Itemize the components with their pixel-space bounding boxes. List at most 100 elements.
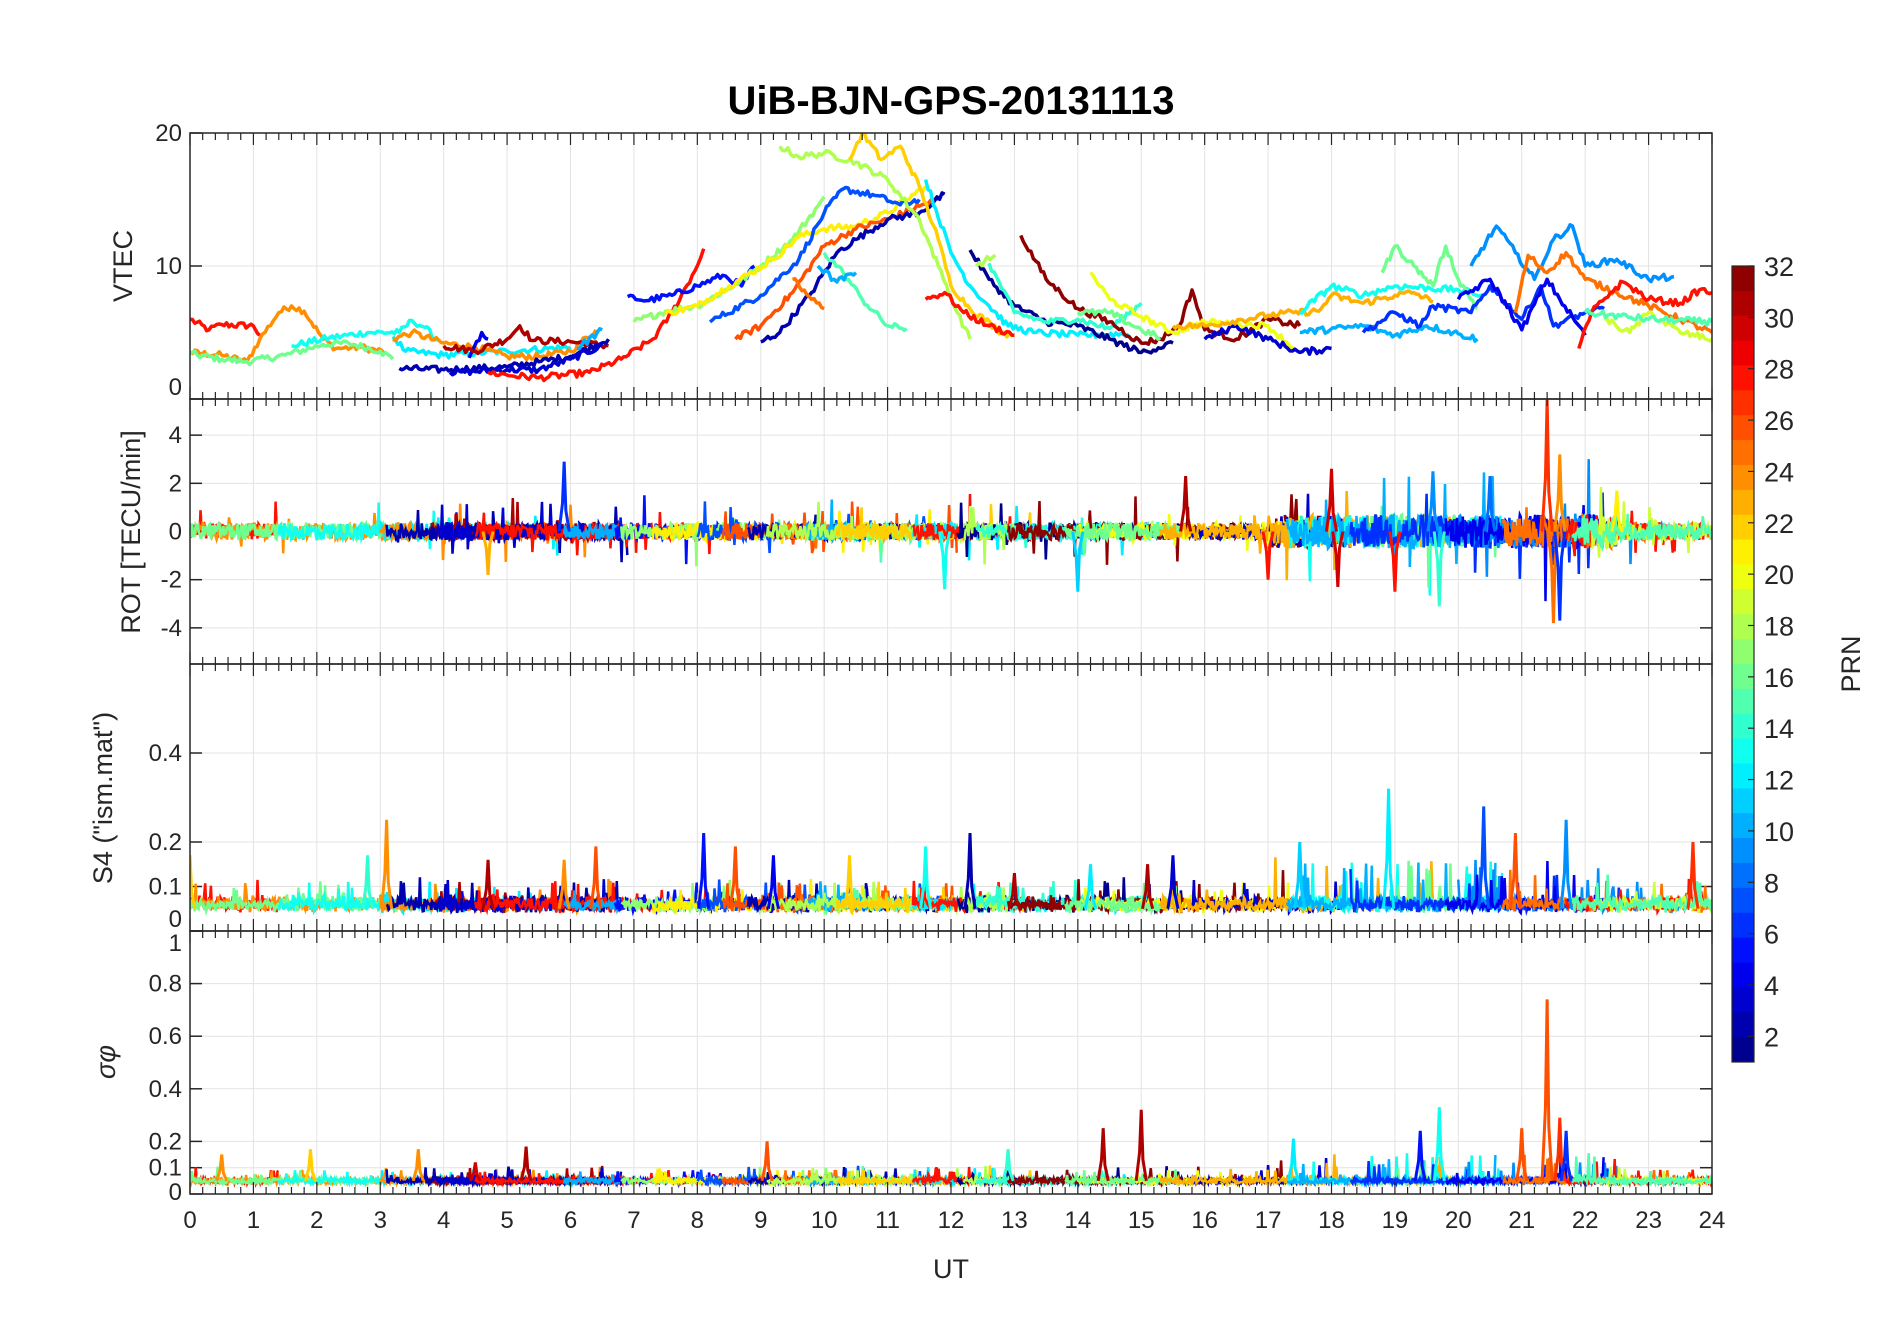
s4-spike-prn26: [728, 846, 742, 910]
rot-spike-prn13: [938, 531, 952, 590]
vtec-track-prn9: [1469, 223, 1675, 284]
vtec-track-prn10: [1299, 322, 1479, 343]
x-tick-label: 10: [811, 1207, 838, 1234]
sigma-spike-prn24: [411, 1149, 425, 1182]
vtec-track-prn28: [924, 290, 1015, 337]
sigma-spike-prn30: [468, 1162, 482, 1182]
rot-spike-prn23: [481, 531, 495, 575]
s4-spike-prn27: [1686, 841, 1700, 909]
colorbar-segment-prn32: [1732, 266, 1754, 292]
colorbar-segment-prn31: [1732, 290, 1754, 317]
sigma-trace-prn15: [1571, 1153, 1712, 1189]
x-tick-label: 2: [310, 1207, 323, 1234]
rot-spike-prn24: [1553, 454, 1567, 532]
vtec-track-prn18: [778, 145, 972, 340]
y-tick-label: 0: [169, 906, 182, 933]
rot-spike-prn30: [1331, 531, 1345, 587]
panel-s4: 0 0.1 0.2 0.4: [149, 663, 1713, 933]
s4-spike-prn2: [963, 833, 977, 909]
sigma-spike-prn5: [1413, 1130, 1427, 1182]
colorbar-tick-label: 12: [1764, 766, 1794, 796]
y-tick-label: 0: [169, 1179, 182, 1206]
x-tick-label: 16: [1191, 1207, 1218, 1234]
colorbar-segment-prn11: [1732, 788, 1754, 814]
colorbar-segment-prn5: [1732, 937, 1754, 963]
vtec-track-prn15: [822, 251, 908, 333]
y-tick-label: 20: [155, 120, 182, 147]
rot-spike-prn14: [1432, 531, 1446, 607]
s4-spike-prn22: [190, 855, 197, 910]
y-label-rot: ROT [TECU/min]: [116, 430, 146, 634]
panel-vtec: 0 10 20: [155, 120, 1713, 401]
y-label-sigma: σφ: [91, 1045, 121, 1079]
x-tick-label: 9: [754, 1207, 767, 1234]
colorbar-segment-prn9: [1732, 838, 1754, 864]
colorbar-tick-label: 2: [1764, 1022, 1779, 1052]
data-series: [190, 788, 1712, 917]
sigma-spike-prn31: [519, 1146, 533, 1182]
s4-spike-prn31: [1007, 873, 1021, 910]
colorbar-segment-prn20: [1732, 564, 1754, 590]
plot-area: 01020-4-202400.10.20.400.10.20.40.60.810…: [149, 120, 1726, 1234]
panel-sigma: 00.10.2 0.4 0.6 0.8 1: [149, 930, 1713, 1206]
colorbar-segment-prn6: [1732, 912, 1754, 939]
x-tick-label: 8: [691, 1207, 704, 1234]
colorbar-segment-prn12: [1732, 763, 1754, 789]
y-label-s4: S4 ("ism.mat"): [88, 712, 118, 884]
colorbar-segment-prn3: [1732, 987, 1754, 1013]
colorbar-segment-prn8: [1732, 863, 1754, 889]
y-tick-label: 4: [169, 422, 182, 449]
rot-spike-prn21: [1610, 490, 1624, 532]
vtec-track-prn15: [1583, 307, 1712, 327]
x-tick-label: 12: [938, 1207, 965, 1234]
rot-spike-prn9: [1426, 471, 1440, 532]
colorbar-segment-prn22: [1732, 514, 1754, 541]
y-tick-label: 0: [169, 374, 182, 401]
x-tick-label: 7: [627, 1207, 640, 1234]
vtec-track-prn22: [848, 133, 1015, 339]
x-axis-label: UT: [933, 1254, 969, 1284]
colorbar-segment-prn19: [1732, 589, 1754, 615]
colorbar-tick-label: 14: [1764, 714, 1794, 744]
vtec-track-prn16: [190, 338, 395, 367]
s4-spike-prn14: [361, 855, 375, 910]
colorbar-tick-label: 20: [1764, 560, 1794, 590]
y-tick-label: -2: [161, 567, 182, 594]
s4-spike-prn24: [557, 859, 571, 910]
vtec-track-prn13: [1299, 282, 1484, 315]
y-tick-label: 0.2: [149, 829, 182, 856]
sigma-spike-prn31: [1134, 1109, 1148, 1182]
vtec-track-prn10: [576, 327, 603, 351]
sigma-spike-prn13: [1432, 1107, 1446, 1182]
vtec-track-prn28: [1577, 279, 1712, 350]
colorbar-segment-prn14: [1732, 713, 1754, 740]
colorbar-tick-label: 28: [1764, 355, 1794, 385]
sigma-spike-prn26: [1540, 999, 1554, 1181]
vtec-track-prn21: [664, 185, 928, 317]
x-tick-label: 6: [564, 1207, 577, 1234]
vtec-track-prn28: [190, 317, 261, 337]
colorbar-segment-prn30: [1732, 315, 1754, 342]
vtec-track-prn12: [391, 335, 572, 360]
vtec-track-prn4: [1456, 277, 1587, 336]
colorbar-segment-prn13: [1732, 738, 1754, 764]
s4-spike-prn24: [380, 819, 394, 909]
vtec-track-prn18: [975, 253, 997, 268]
sigma-trace-prn10: [562, 1171, 623, 1189]
s4-spike-prn31: [481, 859, 495, 910]
x-tick-label: 19: [1382, 1207, 1409, 1234]
y-tick-label: 2: [169, 470, 182, 497]
s4-trace-prn16: [1064, 883, 1180, 916]
colorbar-tick-label: 26: [1764, 406, 1794, 436]
data-series: [190, 399, 1712, 624]
s4-spike-prn12: [1083, 864, 1098, 910]
rot-spike-prn28: [1388, 531, 1402, 592]
vtec-track-prn31: [442, 324, 609, 356]
s4-spike-prn5: [697, 833, 711, 909]
sigma-spike-prn26: [760, 1141, 774, 1182]
vtec-track-prn13: [291, 318, 439, 349]
colorbar-segment-prn18: [1732, 614, 1754, 640]
rot-spike-prn8: [1483, 476, 1497, 532]
